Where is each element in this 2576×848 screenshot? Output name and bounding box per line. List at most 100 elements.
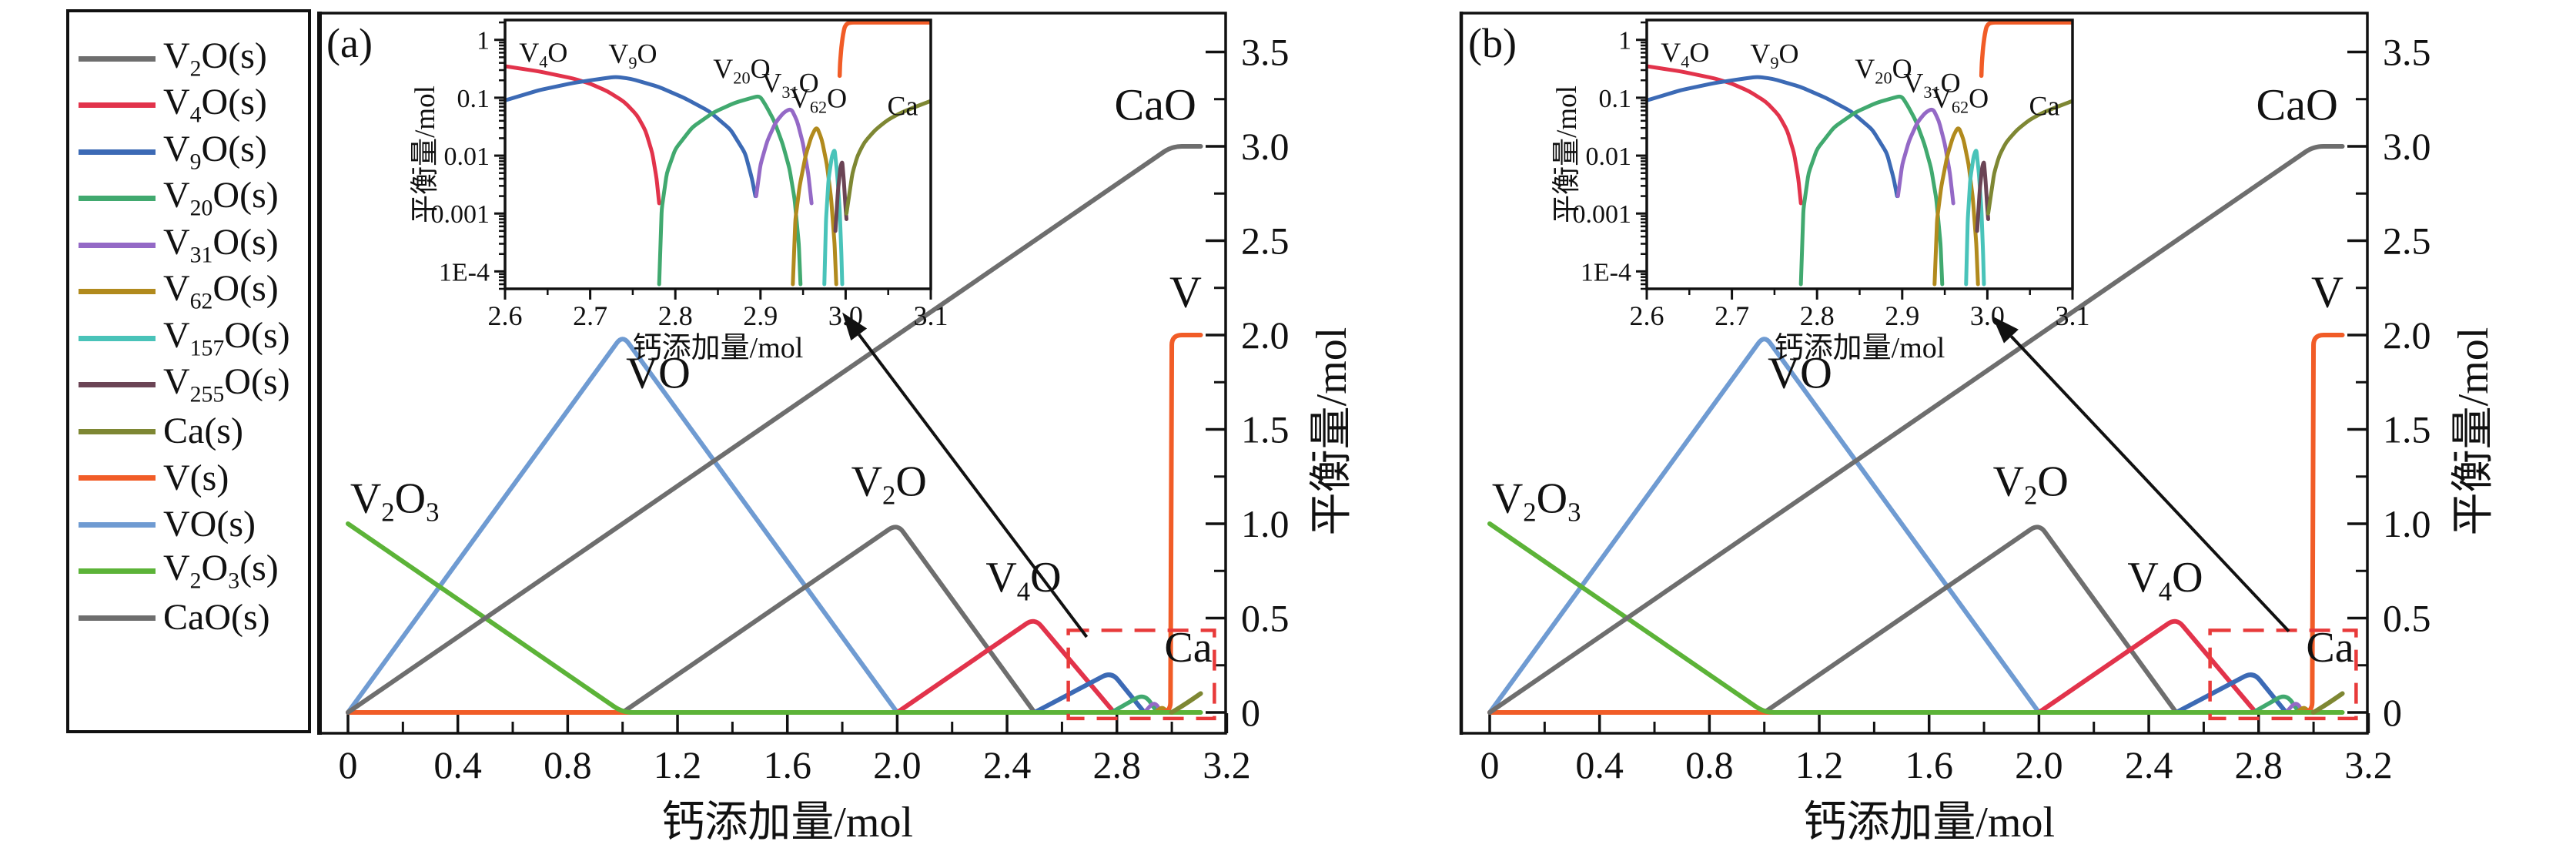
legend-item-v20os: V20O(s) xyxy=(69,176,308,223)
inset-curve-label-V20O: V20O xyxy=(1855,53,1912,87)
inset-x-tick-label: 2.6 xyxy=(488,300,523,331)
y-axis-right: 0 0.5 1.0 1.5 2.0 2.5 3.0 3.5 平衡量/mol xyxy=(1206,31,1356,734)
curve-labels: V2O3 VO V2O V4O CaO V Ca xyxy=(350,80,1213,672)
x-axis-title: 钙添加量/mol xyxy=(661,799,913,846)
series-line-V2O xyxy=(620,525,1037,715)
series-line-V4O xyxy=(895,618,1117,715)
inset-x-tick-label: 2.8 xyxy=(658,300,693,331)
x-axis-title: 钙添加量/mol xyxy=(1803,799,2055,846)
y-tick-label: 2.5 xyxy=(2383,220,2431,263)
series-group xyxy=(1487,144,2345,715)
inset-y-tick-label: 1E-4 xyxy=(439,258,490,287)
legend-item-label: V9O(s) xyxy=(163,128,267,175)
legend-line-sample xyxy=(79,568,156,575)
legend-box: V2O(s) V4O(s) V9O(s) V20O(s) V31O(s) V62O(s) V… xyxy=(66,9,311,733)
inset-curve-label-V62O: V62O xyxy=(790,82,847,116)
legend-item-label: V2O(s) xyxy=(163,35,267,82)
legend-item-label: V2O3(s) xyxy=(163,548,279,594)
legend-item-vos: VO(s) xyxy=(69,501,308,548)
x-tick-label: 0 xyxy=(339,743,358,786)
y-tick-label: 1.5 xyxy=(2383,408,2431,451)
legend-line-sample xyxy=(79,615,156,621)
inset-curve-label-Ca: Ca xyxy=(888,91,918,122)
inset-x-axis-title: 钙添加量/mol xyxy=(1775,332,1945,364)
inset-y-tick-label: 1E-4 xyxy=(1581,258,1631,287)
legend-line-sample xyxy=(79,289,156,295)
zoom-arrow xyxy=(1992,316,2290,633)
inset-frame xyxy=(1645,18,2074,290)
inset-curve-label-Ca: Ca xyxy=(2029,91,2060,122)
curve-label-VO: VO xyxy=(1768,348,1832,398)
y-tick-label: 0.5 xyxy=(2383,597,2431,640)
curve-label-V2O: V2O xyxy=(851,458,927,510)
series-line-VO xyxy=(1487,337,2042,715)
inset-y-tick-label: 0.1 xyxy=(1599,85,1632,113)
y-axis-right: 0 0.5 1.0 1.5 2.0 2.5 3.0 3.5 平衡量/mol xyxy=(2347,31,2497,734)
y-tick-label: 3.5 xyxy=(1241,31,1290,74)
x-tick-label: 1.6 xyxy=(1905,743,1953,786)
zoom-arrow xyxy=(842,312,1089,639)
y-tick-label: 2.5 xyxy=(1241,220,1290,263)
zoom-arrow-line xyxy=(858,334,1089,639)
legend-item-v255os: V255O(s) xyxy=(69,362,308,409)
x-tick-label: 1.6 xyxy=(763,743,811,786)
x-tick-label: 0.8 xyxy=(544,743,592,786)
y-tick-label: 1.0 xyxy=(2383,502,2431,545)
y-tick-label: 2.0 xyxy=(1241,313,1290,357)
inset-series-line-V20O xyxy=(1798,94,1945,287)
legend-item-label: Ca(s) xyxy=(163,411,243,452)
inset-series-line-V4O xyxy=(505,64,661,206)
inset-x-tick-label: 3.1 xyxy=(2056,300,2090,331)
legend-item-label: V157O(s) xyxy=(163,314,290,361)
x-tick-label: 2.8 xyxy=(1093,743,1142,786)
x-tick-label: 2.0 xyxy=(873,743,922,786)
legend-item-v2o3s: V2O3(s) xyxy=(69,548,308,595)
legend-item-v4os: V4O(s) xyxy=(69,82,308,129)
inset-x-tick-label: 2.7 xyxy=(1715,300,1749,331)
inset-x-axis-title: 钙添加量/mol xyxy=(633,332,804,364)
inset-curve-label-V9O: V9O xyxy=(608,39,657,72)
x-axis: 0 0.4 0.8 1.2 1.6 2.0 2.4 2.8 3.2 钙添加量/mol xyxy=(1480,713,2393,846)
panel-a: 0 0.4 0.8 1.2 1.6 2.0 2.4 2.8 3.2 钙添加量/mol 0 0.5 1.0… xyxy=(317,12,1356,846)
series-line-V9O xyxy=(2173,672,2289,715)
x-tick-label: 1.2 xyxy=(1795,743,1844,786)
y-tick-label: 3.5 xyxy=(2383,31,2431,74)
inset-y-tick-label: 0.01 xyxy=(444,142,490,171)
y-axis-title: 平衡量/mol xyxy=(1308,327,1356,536)
legend-line-sample xyxy=(79,521,156,528)
inset-series-line-V62O xyxy=(1932,126,1980,287)
inset-x-axis: 2.6 2.7 2.8 2.9 3.0 3.1 钙添加量/mol xyxy=(488,289,948,364)
inset-series-line-V31O xyxy=(1895,107,1955,206)
legend-item-label: V20O(s) xyxy=(163,175,279,221)
curve-label-V4O: V4O xyxy=(2127,554,2203,606)
zoom-arrow-head xyxy=(842,312,868,341)
series-line-CaO xyxy=(1487,144,2345,715)
legend-line-sample xyxy=(79,428,156,434)
inset-series-line-V255O xyxy=(1975,160,1991,233)
inset-x-axis: 2.6 2.7 2.8 2.9 3.0 3.1 钙添加量/mol xyxy=(1630,289,2090,364)
legend-line-sample xyxy=(79,382,156,388)
curve-labels: V2O3 VO V2O V4O CaO V Ca xyxy=(1492,80,2354,672)
inset-series-line-V9O xyxy=(505,75,758,199)
inset-series-line-V xyxy=(837,20,931,79)
legend-item-v31os: V31O(s) xyxy=(69,222,308,269)
legend-item-v62os: V62O(s) xyxy=(69,269,308,316)
series-group xyxy=(346,144,1203,715)
legend-line-sample xyxy=(79,55,156,62)
y-tick-label: 1.5 xyxy=(1241,408,1290,451)
inset-a: 2.6 2.7 2.8 2.9 3.0 3.1钙添加量/mol10.10.010.0011… xyxy=(409,18,948,364)
x-tick-label: 0.4 xyxy=(433,743,482,786)
curve-label-VO: VO xyxy=(626,348,691,398)
inset-y-tick-label: 1 xyxy=(477,27,490,55)
panel-letter: (a) xyxy=(326,20,373,66)
legend-item-v157os: V157O(s) xyxy=(69,315,308,362)
series-line-V2O3 xyxy=(1487,521,2345,715)
y-tick-label: 3.0 xyxy=(1241,125,1290,168)
legend-item-vs: V(s) xyxy=(69,455,308,502)
x-tick-label: 1.2 xyxy=(654,743,702,786)
inset-curve-label-V4O: V4O xyxy=(1661,37,1709,71)
inset-curve-label-V20O: V20O xyxy=(713,53,770,87)
inset-y-tick-label: 0.001 xyxy=(1573,200,1632,229)
x-tick-label: 2.4 xyxy=(983,743,1032,786)
